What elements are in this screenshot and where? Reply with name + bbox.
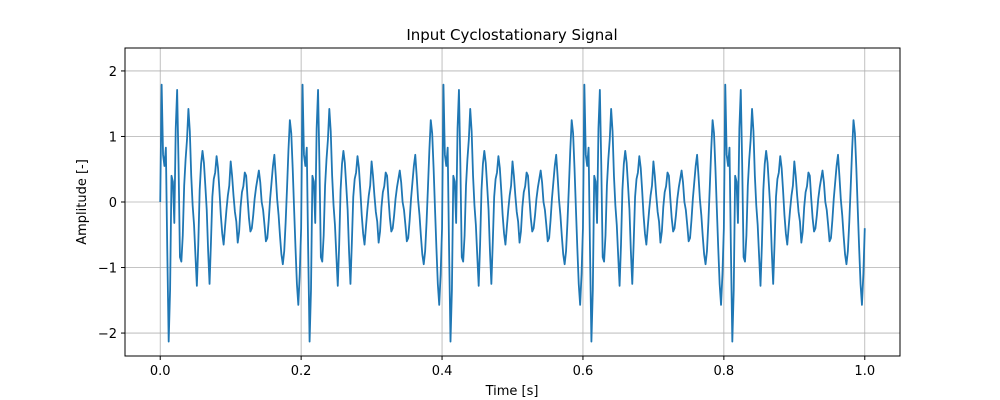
signal-line — [159, 83, 866, 343]
series-layer — [159, 83, 866, 343]
x-tick-label: 0.0 — [150, 364, 171, 379]
y-axis-label: Amplitude [-] — [75, 159, 90, 245]
x-tick-label: 0.8 — [714, 364, 735, 379]
x-tick-label: 0.6 — [573, 364, 594, 379]
y-tick-label: 2 — [109, 65, 117, 80]
x-axis: 0.0 0.2 0.4 0.6 0.8 1.0 — [150, 356, 875, 379]
grid — [125, 48, 900, 356]
x-axis-label: Time [s] — [485, 384, 539, 399]
chart-title: Input Cyclostationary Signal — [406, 26, 617, 44]
x-tick-label: 0.2 — [291, 364, 312, 379]
x-tick-label: 1.0 — [854, 364, 875, 379]
y-tick-label: −1 — [98, 262, 117, 277]
y-tick-label: −2 — [98, 327, 117, 342]
y-tick-label: 1 — [109, 130, 117, 145]
x-tick-label: 0.4 — [432, 364, 453, 379]
y-tick-label: 0 — [109, 196, 117, 211]
y-axis: −2 −1 0 1 2 — [98, 65, 125, 342]
